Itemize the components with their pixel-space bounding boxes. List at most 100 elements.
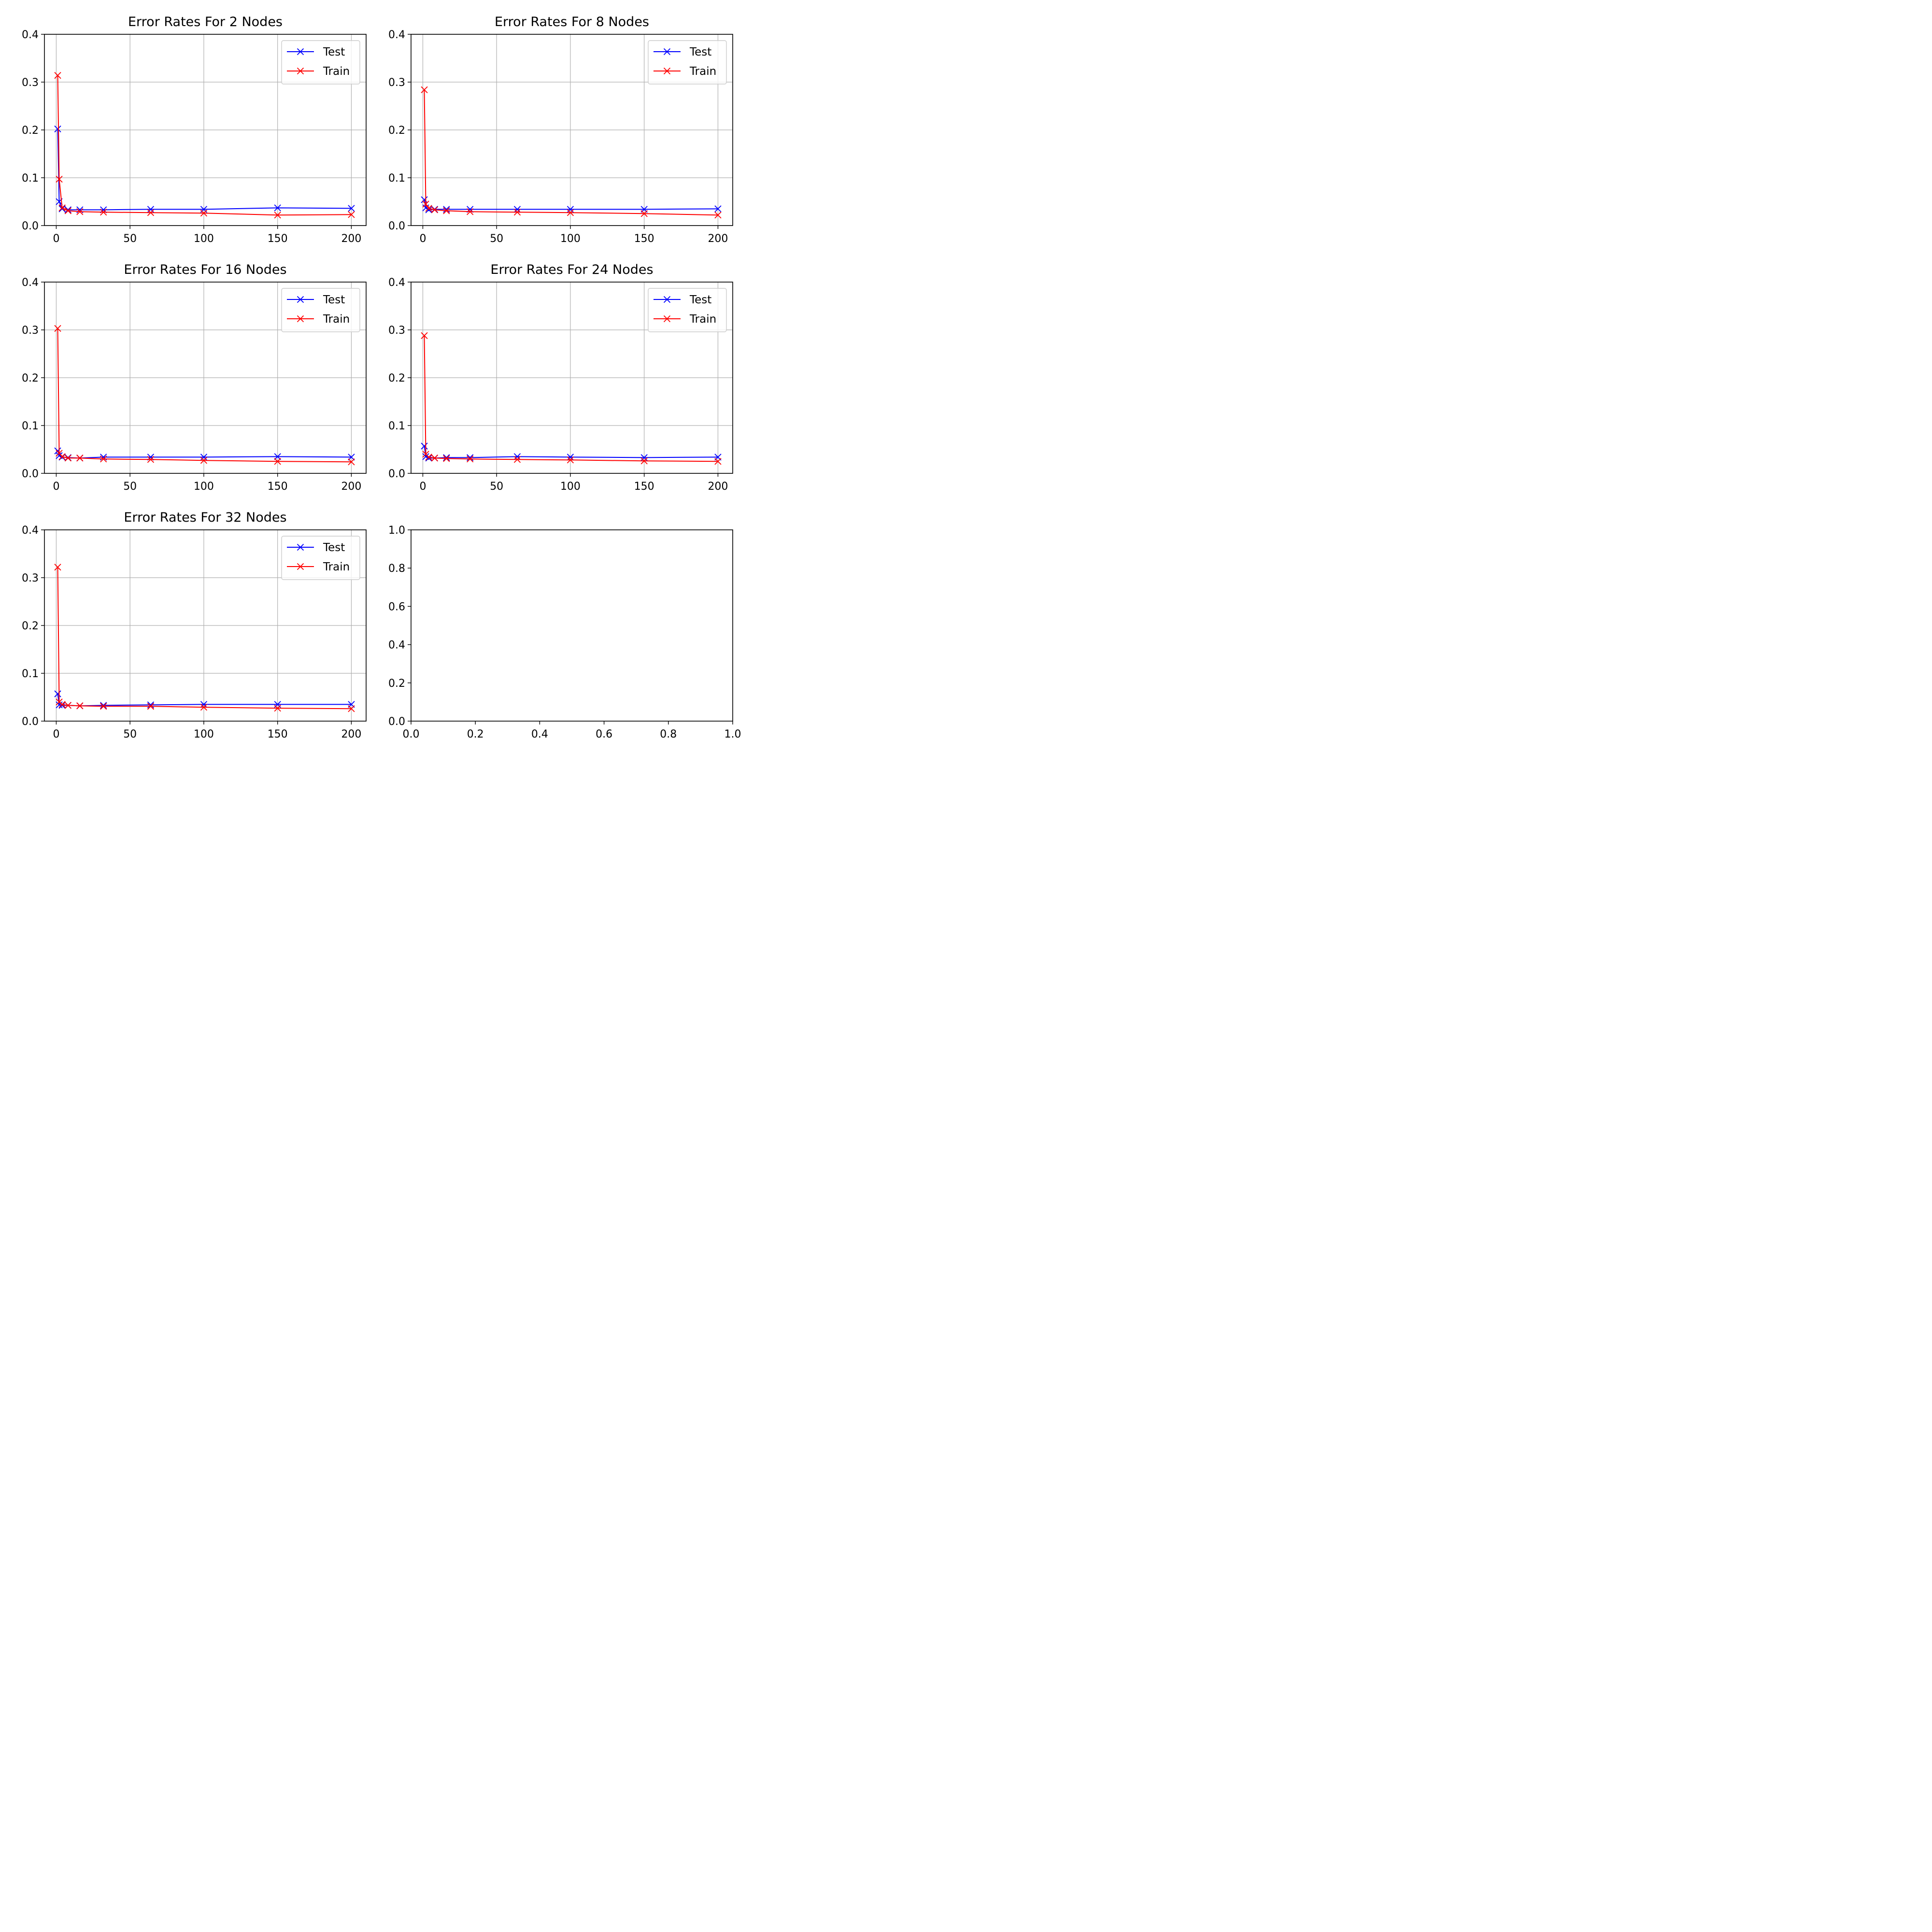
legend-label: Train <box>323 561 350 573</box>
data-point-test <box>200 454 208 461</box>
chart-panel-5: 0 50 100 150 200 0.0 0.1 0.2 0.3 0.4 Error Rates F… <box>22 510 367 740</box>
legend-marker <box>297 296 304 303</box>
x-tick-label: 150 <box>268 233 288 245</box>
data-point-train <box>64 455 72 462</box>
y-tick-label: 0.1 <box>22 172 39 185</box>
legend-marker <box>297 543 304 551</box>
data-point-train <box>640 210 648 217</box>
data-point-test <box>714 205 722 213</box>
x-tick-label: 0 <box>53 233 59 245</box>
chart-panel-4: 0 50 100 150 200 0.0 0.1 0.2 0.3 0.4 Error Rates F… <box>388 262 733 493</box>
y-tick-label: 0.4 <box>388 277 405 289</box>
data-point-train <box>443 455 450 462</box>
legend: Test Train <box>281 536 360 580</box>
x-tick-label: 50 <box>123 481 137 493</box>
data-point-train <box>274 458 281 465</box>
chart-panel-2: 0 50 100 150 200 0.0 0.1 0.2 0.3 0.4 Error Rates F… <box>388 14 733 245</box>
data-point-test <box>467 454 474 461</box>
data-point-train <box>640 457 648 465</box>
legend-label: Test <box>323 46 345 58</box>
data-point-test <box>54 125 61 133</box>
data-point-train <box>76 455 84 462</box>
y-tick-label: 0.4 <box>22 29 39 41</box>
data-point-train <box>76 208 84 215</box>
data-point-train <box>76 702 84 710</box>
x-tick-label: 0 <box>53 481 59 493</box>
x-tick-label: 0 <box>53 728 59 740</box>
legend: Test Train <box>281 288 360 332</box>
data-point-train <box>54 72 61 79</box>
x-tick-label: 0.6 <box>596 728 612 740</box>
x-tick-label: 50 <box>490 481 503 493</box>
y-tick-label: 0.0 <box>388 220 405 232</box>
y-tick-label: 0.2 <box>22 620 39 632</box>
data-point-test <box>425 206 432 213</box>
data-point-test <box>443 206 450 213</box>
data-point-train <box>567 456 574 464</box>
data-point-train <box>58 204 66 212</box>
data-point-test <box>443 454 450 461</box>
y-tick-label: 0.2 <box>22 125 39 137</box>
x-tick-label: 50 <box>490 233 503 245</box>
chart-panel-6: 0.0 0.2 0.4 0.6 0.8 1.0 0.0 0.2 0.4 0.6 0.8 1.0 <box>388 525 741 740</box>
data-point-train <box>348 211 355 218</box>
data-point-train <box>567 209 574 216</box>
y-tick-label: 0.4 <box>388 29 405 41</box>
x-tick-label: 100 <box>194 233 214 245</box>
chart-title: Error Rates For 32 Nodes <box>124 510 286 525</box>
legend-marker <box>663 315 671 323</box>
data-point-train <box>467 208 474 215</box>
data-point-train <box>431 206 439 213</box>
legend-label: Train <box>323 313 350 326</box>
data-point-test <box>421 442 428 450</box>
series-train <box>54 564 355 712</box>
data-point-train <box>421 332 428 340</box>
data-point-train <box>348 705 355 712</box>
data-point-train <box>56 175 63 183</box>
chart-title: Error Rates For 24 Nodes <box>490 262 653 277</box>
x-tick-label: 1.0 <box>724 728 741 740</box>
x-tick-label: 50 <box>123 728 137 740</box>
series-train <box>54 325 355 466</box>
data-point-test <box>54 690 61 697</box>
legend-label: Test <box>323 541 345 554</box>
data-point-train <box>64 207 72 214</box>
x-tick-label: 0.4 <box>531 728 548 740</box>
data-point-train <box>513 209 521 216</box>
data-point-train <box>64 702 72 709</box>
series-train <box>421 86 722 219</box>
data-point-test <box>147 206 155 213</box>
y-tick-label: 0.2 <box>388 678 405 690</box>
legend-marker <box>663 48 671 56</box>
data-point-train <box>100 703 107 710</box>
data-point-test <box>58 205 66 213</box>
y-tick-label: 0.3 <box>388 77 405 89</box>
chart-title: Error Rates For 8 Nodes <box>495 14 649 29</box>
data-point-train <box>147 209 155 216</box>
x-tick-label: 150 <box>634 481 654 493</box>
y-tick-label: 0.1 <box>388 172 405 185</box>
x-tick-label: 150 <box>268 728 288 740</box>
data-point-test <box>64 206 72 213</box>
x-tick-label: 100 <box>194 481 214 493</box>
y-tick-label: 0.0 <box>22 716 39 728</box>
legend-marker <box>663 296 671 303</box>
data-point-train <box>147 456 155 463</box>
legend-marker <box>663 67 671 75</box>
data-point-train <box>58 701 66 708</box>
y-tick-label: 0.6 <box>388 601 405 613</box>
plot-area <box>411 530 733 721</box>
y-tick-label: 0.0 <box>388 468 405 480</box>
figure: 0 50 100 150 200 0.0 0.1 0.2 0.3 0.4 Error Rates F… <box>22 14 741 740</box>
y-tick-label: 0.8 <box>388 563 405 575</box>
data-point-test <box>56 701 63 709</box>
data-point-test <box>640 454 648 461</box>
data-point-test <box>348 205 355 212</box>
x-tick-label: 150 <box>268 481 288 493</box>
y-tick-label: 0.4 <box>388 639 405 652</box>
chart-title: Error Rates For 16 Nodes <box>124 262 286 277</box>
y-tick-label: 0.0 <box>388 716 405 728</box>
chart-panel-1: 0 50 100 150 200 0.0 0.1 0.2 0.3 0.4 Error Rates F… <box>22 14 367 245</box>
data-point-train <box>425 205 432 212</box>
data-point-test <box>100 702 107 709</box>
